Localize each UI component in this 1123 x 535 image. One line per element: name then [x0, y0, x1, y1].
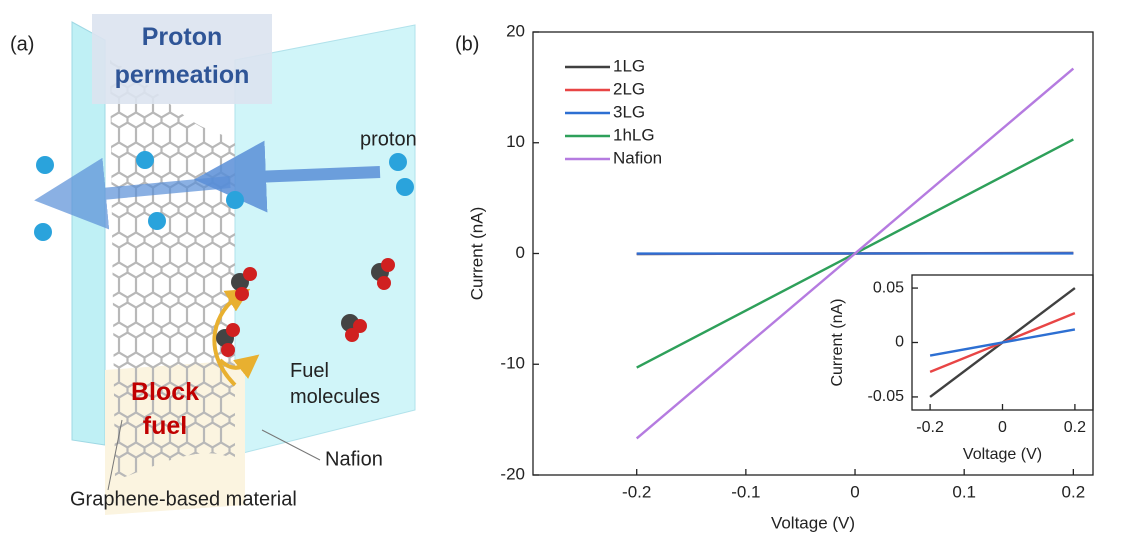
- panel-label: (a): [10, 33, 34, 55]
- x-tick-label: -0.2: [622, 482, 651, 501]
- y-tick-label: -0.05: [868, 388, 905, 405]
- y-tick-label: -10: [500, 354, 525, 373]
- y-axis-label: Current (nA): [467, 207, 486, 301]
- legend-label: 1LG: [613, 56, 645, 75]
- pointer: [261, 429, 321, 461]
- y-tick-label: 0: [895, 334, 904, 351]
- series-line: [635, 67, 1075, 440]
- block-arrow: [212, 288, 251, 387]
- x-tick-label: -0.2: [916, 419, 944, 436]
- block-wrap: Block fuel: [130, 378, 200, 440]
- series-line: [929, 328, 1076, 357]
- legend-label: 1hLG: [613, 125, 655, 144]
- panel-a-diagram: (a) Proton permeation proton Block fuel …: [10, 14, 417, 515]
- y-tick-label: 10: [506, 132, 525, 151]
- material-label: Graphene-based material: [70, 488, 297, 510]
- fuel-label: Fuel molecules: [290, 360, 381, 408]
- proton-label: proton: [360, 128, 417, 150]
- diagram-title: Proton permeation: [114, 23, 250, 89]
- y-axis-label: Current (nA): [829, 298, 846, 386]
- nafion-label: Nafion: [325, 448, 383, 470]
- panel-label: (b): [455, 33, 479, 55]
- legend-label: 3LG: [613, 102, 645, 121]
- protons: [34, 151, 414, 241]
- block-label: Block fuel: [130, 378, 200, 440]
- title-box: [92, 14, 272, 104]
- y-tick-label: 0.05: [873, 279, 904, 296]
- fuel-molecules: [216, 258, 395, 357]
- proton-arrow: [194, 140, 381, 213]
- y-tick-label: 20: [506, 21, 525, 40]
- fuel-wrap: Fuel molecules: [290, 360, 381, 408]
- y-tick-label: 0: [516, 243, 525, 262]
- x-tick-label: 0.1: [952, 482, 976, 501]
- y-tick-label: -20: [500, 464, 525, 483]
- block-arrow: [218, 354, 260, 379]
- title-wrap: Proton permeation: [114, 23, 250, 89]
- pointer: [107, 419, 123, 491]
- x-tick-label: 0: [998, 419, 1007, 436]
- x-axis-label: Voltage (V): [771, 513, 855, 532]
- legend-label: Nafion: [613, 148, 662, 167]
- legend-label: 2LG: [613, 79, 645, 98]
- x-tick-label: 0.2: [1062, 482, 1086, 501]
- x-tick-label: -0.1: [731, 482, 760, 501]
- x-tick-label: 0: [850, 482, 859, 501]
- proton-arrow: [34, 157, 231, 230]
- x-axis-label: Voltage (V): [963, 446, 1042, 463]
- x-tick-label: 0.2: [1064, 419, 1086, 436]
